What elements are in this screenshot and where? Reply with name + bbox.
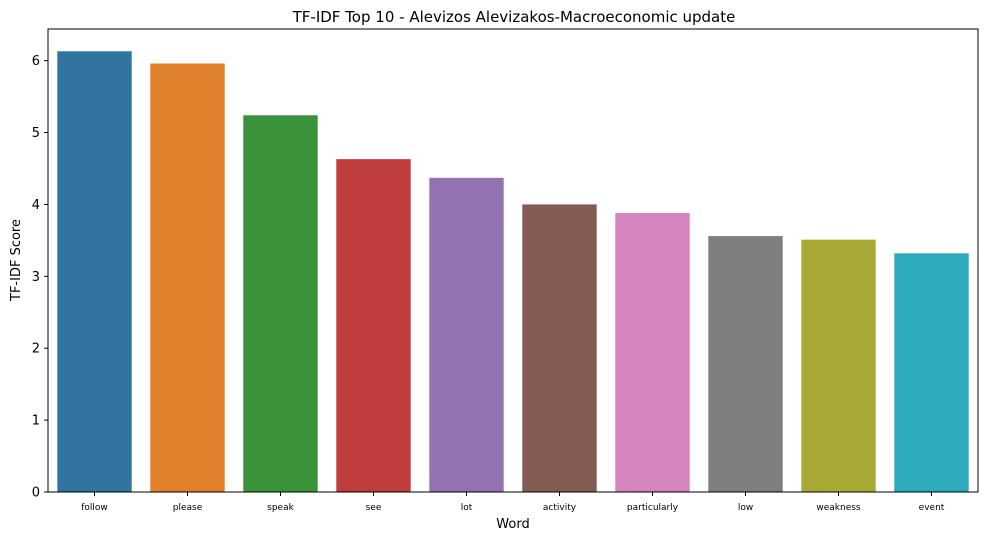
bar-event	[894, 253, 969, 492]
x-tick-label: particularly	[627, 503, 679, 513]
chart-title: TF-IDF Top 10 - Alevizos Alevizakos-Macr…	[292, 8, 736, 26]
x-axis-ticks: follow please speak see lot activity particula…	[81, 492, 945, 513]
x-tick-label: speak	[267, 503, 294, 513]
bar-see	[336, 159, 411, 492]
x-tick-label: activity	[543, 503, 577, 513]
plot-frame	[47, 28, 979, 493]
y-tick-label: 4	[32, 198, 40, 213]
bar-activity	[522, 204, 597, 492]
y-axis-label: TF-IDF Score	[9, 219, 24, 302]
bar-please	[150, 63, 225, 493]
y-axis-ticks: 0 1 2 3 4 5 6	[32, 54, 48, 501]
bar-lot	[429, 177, 504, 493]
y-tick-label: 6	[32, 54, 40, 69]
x-tick-label: event	[919, 503, 945, 513]
bar-weakness	[801, 239, 876, 492]
x-tick-label: low	[738, 503, 753, 513]
x-tick-label: please	[173, 503, 203, 513]
y-tick-label: 5	[32, 126, 40, 141]
x-tick-label: follow	[81, 503, 108, 513]
x-tick-label: see	[366, 503, 382, 513]
y-tick-label: 3	[32, 270, 40, 285]
bar-particularly	[615, 213, 690, 492]
bars-group	[57, 51, 969, 493]
x-axis-label: Word	[496, 517, 529, 532]
y-tick-label: 2	[32, 342, 40, 357]
x-tick-label: lot	[461, 503, 473, 513]
x-tick-label: weakness	[816, 503, 861, 513]
y-tick-label: 1	[32, 414, 40, 429]
bar-low	[708, 236, 783, 492]
bar-follow	[57, 51, 132, 493]
y-tick-label: 0	[32, 486, 40, 501]
bar-speak	[243, 115, 318, 493]
